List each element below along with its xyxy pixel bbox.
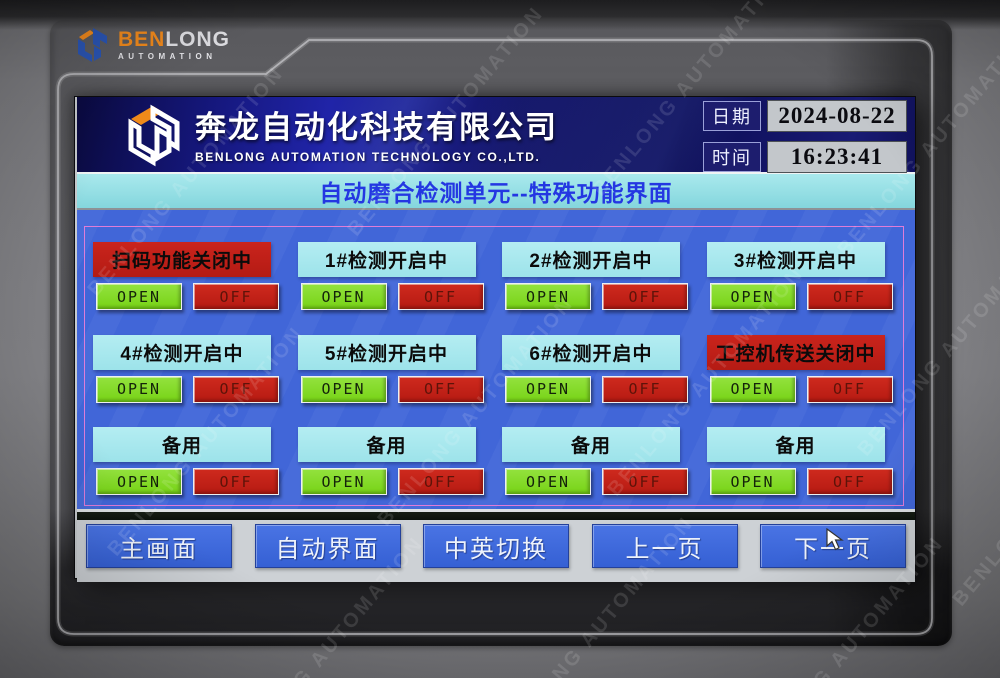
photo-top-shadow <box>0 0 1000 30</box>
company-name-en: BENLONG AUTOMATION TECHNOLOGY CO.,LTD. <box>195 150 541 164</box>
panel-scan-function: 扫码功能关闭中 OPEN OFF <box>85 227 290 320</box>
panel-spare-3: 备用 OPEN OFF <box>494 412 699 505</box>
brand-ben: BEN <box>118 28 166 51</box>
off-button[interactable]: OFF <box>806 468 893 496</box>
open-button[interactable]: OPEN <box>505 375 591 403</box>
panel-status-header: 备用 <box>502 427 680 463</box>
nav-auto-interface-button[interactable]: 自动界面 <box>254 524 401 568</box>
separator-light <box>77 509 915 512</box>
off-button[interactable]: OFF <box>193 468 279 496</box>
date-value: 2024-08-22 <box>767 100 907 132</box>
benlong-cube-icon <box>78 28 107 62</box>
panel-status-header: 2#检测开启中 <box>502 242 680 277</box>
panel-status-header: 扫码功能关闭中 <box>93 242 271 277</box>
datetime-panel: 日期 2024-08-22 时间 16:23:41 <box>703 100 911 182</box>
off-button[interactable]: OFF <box>397 283 484 310</box>
nav-main-screen-button[interactable]: 主画面 <box>86 524 232 568</box>
open-button[interactable]: OPEN <box>96 375 182 403</box>
off-button[interactable]: OFF <box>193 283 279 310</box>
company-logo-icon <box>128 104 180 167</box>
date-label: 日期 <box>703 101 761 131</box>
panel-detect-5: 5#检测开启中 OPEN OFF <box>290 320 495 413</box>
bezel-brand-logo: BENLONG AUTOMATION <box>76 27 230 63</box>
main-control-area: 扫码功能关闭中 OPEN OFF 1#检测开启中 OPEN OFF <box>77 210 915 509</box>
separator-dark <box>77 512 915 520</box>
open-button[interactable]: OPEN <box>300 375 387 403</box>
time-value: 16:23:41 <box>767 141 907 173</box>
panel-detect-4: 4#检测开启中 OPEN OFF <box>85 320 290 413</box>
page-title: 自动磨合检测单元--特殊功能界面 <box>77 172 915 210</box>
off-button[interactable]: OFF <box>806 375 893 403</box>
off-button[interactable]: OFF <box>397 375 484 403</box>
bottom-nav-bar: 主画面 自动界面 中英切换 上一页 下一页 <box>77 520 915 582</box>
panel-status-header: 6#检测开启中 <box>502 334 680 370</box>
panel-status-header: 3#检测开启中 <box>706 242 885 277</box>
panel-detect-3: 3#检测开启中 OPEN OFF <box>699 227 904 320</box>
time-label: 时间 <box>703 142 761 172</box>
panel-ipc-transfer: 工控机传送关闭中 OPEN OFF <box>699 320 904 413</box>
off-button[interactable]: OFF <box>602 375 688 403</box>
off-button[interactable]: OFF <box>602 283 688 310</box>
nav-prev-page-button[interactable]: 上一页 <box>591 524 738 568</box>
nav-language-toggle-button[interactable]: 中英切换 <box>423 524 569 568</box>
open-button[interactable]: OPEN <box>96 283 182 310</box>
off-button[interactable]: OFF <box>806 283 893 310</box>
open-button[interactable]: OPEN <box>709 283 796 310</box>
open-button[interactable]: OPEN <box>505 283 591 310</box>
open-button[interactable]: OPEN <box>300 283 387 310</box>
off-button[interactable]: OFF <box>397 468 484 496</box>
off-button[interactable]: OFF <box>193 375 279 403</box>
open-button[interactable]: OPEN <box>300 468 387 496</box>
panel-status-header: 1#检测开启中 <box>297 242 476 277</box>
panel-detect-6: 6#检测开启中 OPEN OFF <box>494 320 699 413</box>
mouse-cursor <box>826 528 844 551</box>
panel-status-header: 备用 <box>706 427 885 463</box>
nav-next-page-button[interactable]: 下一页 <box>760 524 906 568</box>
panel-detect-2: 2#检测开启中 OPEN OFF <box>494 227 699 320</box>
panel-status-header: 4#检测开启中 <box>93 334 271 370</box>
panel-spare-4: 备用 OPEN OFF <box>699 412 904 505</box>
company-name-cn: 奔龙自动化科技有限公司 <box>195 110 558 145</box>
open-button[interactable]: OPEN <box>505 468 591 496</box>
screen-header-banner: 奔龙自动化科技有限公司 BENLONG AUTOMATION TECHNOLOG… <box>77 97 915 173</box>
panel-detect-1: 1#检测开启中 OPEN OFF <box>290 227 495 320</box>
panel-spare-1: 备用 OPEN OFF <box>85 412 290 505</box>
brand-subtitle: AUTOMATION <box>118 52 217 61</box>
open-button[interactable]: OPEN <box>709 468 796 496</box>
panel-status-header: 工控机传送关闭中 <box>706 334 885 370</box>
open-button[interactable]: OPEN <box>709 375 796 403</box>
touchscreen: 奔龙自动化科技有限公司 BENLONG AUTOMATION TECHNOLOG… <box>75 97 915 582</box>
panel-status-header: 备用 <box>93 427 271 463</box>
panel-status-header: 备用 <box>297 427 476 463</box>
grid-frame: 扫码功能关闭中 OPEN OFF 1#检测开启中 OPEN OFF <box>84 226 904 506</box>
panel-spare-2: 备用 OPEN OFF <box>290 412 495 505</box>
brand-name: BENLONG <box>118 29 230 50</box>
panel-status-header: 5#检测开启中 <box>297 334 476 370</box>
open-button[interactable]: OPEN <box>96 468 182 496</box>
off-button[interactable]: OFF <box>602 468 688 496</box>
control-grid: 扫码功能关闭中 OPEN OFF 1#检测开启中 OPEN OFF <box>85 227 903 505</box>
brand-long: LONG <box>165 28 231 51</box>
